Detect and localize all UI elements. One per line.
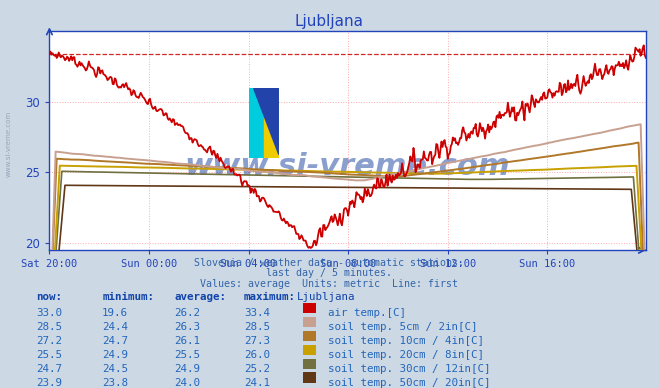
Text: 24.1: 24.1 <box>244 378 270 388</box>
Text: 26.1: 26.1 <box>175 336 200 346</box>
Text: minimum:: minimum: <box>102 292 154 302</box>
Text: last day / 5 minutes.: last day / 5 minutes. <box>266 268 393 279</box>
Text: 26.3: 26.3 <box>175 322 200 332</box>
Polygon shape <box>254 88 279 155</box>
Text: Ljubljana: Ljubljana <box>297 292 355 302</box>
Text: 26.0: 26.0 <box>244 350 270 360</box>
Text: 27.2: 27.2 <box>36 336 62 346</box>
Text: 33.0: 33.0 <box>36 308 62 318</box>
Text: soil temp. 30cm / 12in[C]: soil temp. 30cm / 12in[C] <box>328 364 491 374</box>
Text: 24.5: 24.5 <box>102 364 128 374</box>
Text: soil temp. 5cm / 2in[C]: soil temp. 5cm / 2in[C] <box>328 322 478 332</box>
Text: Values: average  Units: metric  Line: first: Values: average Units: metric Line: firs… <box>200 279 459 289</box>
Text: Ljubljana: Ljubljana <box>295 14 364 29</box>
Text: 26.2: 26.2 <box>175 308 200 318</box>
Text: Slovenia / weather data - automatic stations.: Slovenia / weather data - automatic stat… <box>194 258 465 268</box>
Text: 27.3: 27.3 <box>244 336 270 346</box>
Text: 28.5: 28.5 <box>244 322 270 332</box>
Text: now:: now: <box>36 292 62 302</box>
Text: www.si-vreme.com: www.si-vreme.com <box>185 152 511 182</box>
Text: 25.5: 25.5 <box>36 350 62 360</box>
Text: soil temp. 50cm / 20in[C]: soil temp. 50cm / 20in[C] <box>328 378 491 388</box>
Text: air temp.[C]: air temp.[C] <box>328 308 406 318</box>
Text: 23.9: 23.9 <box>36 378 62 388</box>
Text: 24.4: 24.4 <box>102 322 128 332</box>
Text: 23.8: 23.8 <box>102 378 128 388</box>
Text: 28.5: 28.5 <box>36 322 62 332</box>
Text: 24.9: 24.9 <box>102 350 128 360</box>
Text: 24.9: 24.9 <box>175 364 200 374</box>
Text: 24.7: 24.7 <box>36 364 62 374</box>
Bar <box>249 88 264 158</box>
Text: 33.4: 33.4 <box>244 308 270 318</box>
Text: average:: average: <box>175 292 227 302</box>
Text: soil temp. 20cm / 8in[C]: soil temp. 20cm / 8in[C] <box>328 350 484 360</box>
Text: 24.0: 24.0 <box>175 378 200 388</box>
Text: soil temp. 10cm / 4in[C]: soil temp. 10cm / 4in[C] <box>328 336 484 346</box>
Text: 19.6: 19.6 <box>102 308 128 318</box>
Bar <box>264 88 279 158</box>
Text: 25.5: 25.5 <box>175 350 200 360</box>
Text: 25.2: 25.2 <box>244 364 270 374</box>
Text: www.si-vreme.com: www.si-vreme.com <box>5 111 11 177</box>
Text: maximum:: maximum: <box>244 292 296 302</box>
Text: 24.7: 24.7 <box>102 336 128 346</box>
